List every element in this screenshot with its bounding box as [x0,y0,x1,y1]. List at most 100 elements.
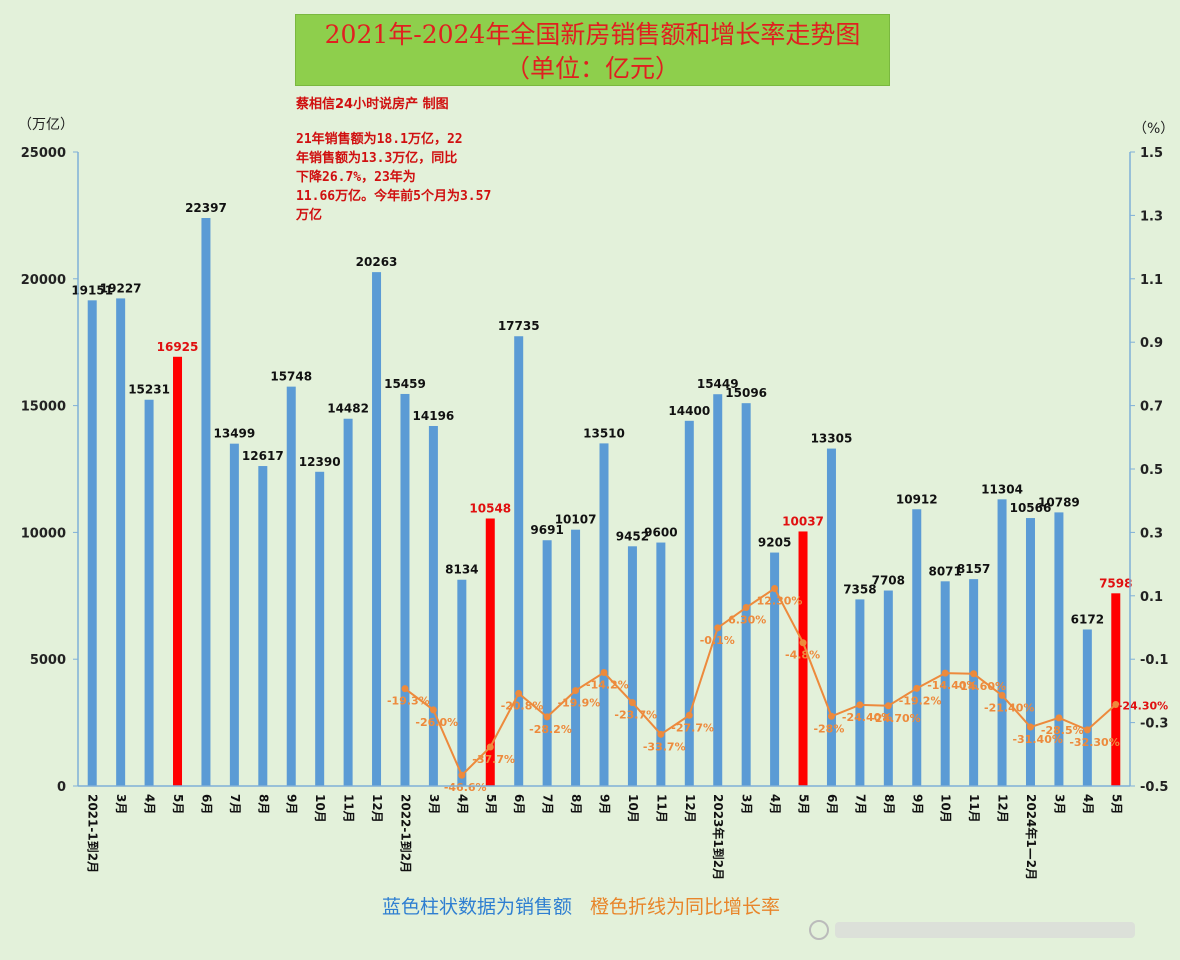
bar [855,599,865,786]
bar-value-label: 8071 [928,564,961,578]
growth-rate-point [1112,701,1120,709]
bar [1025,518,1035,786]
bar-value-label: 20263 [356,255,398,269]
bar-value-label: 13305 [811,432,853,446]
bar [258,466,268,786]
bar [571,529,581,786]
growth-rate-label: -19.3% [387,695,430,708]
bar-value-label: 10912 [896,492,938,506]
growth-rate-label: -37.7% [472,753,515,766]
bar-value-label: 10037 [782,514,824,528]
x-tick-label: 5月 [797,794,811,814]
growth-rate-point [827,712,835,720]
x-tick-label: 11月 [654,794,668,823]
growth-rate-label: -27.7% [671,721,714,734]
growth-rate-point [429,706,437,714]
x-tick-label: 12月 [996,794,1010,823]
left-tick-label: 5000 [30,653,66,668]
bar-value-label: 14400 [668,404,710,418]
right-tick-label: -0.5 [1140,780,1168,795]
right-tick-label: -0.1 [1140,653,1168,668]
chart-caption: 蓝色柱状数据为销售额 橙色折线为同比增长率 [382,892,780,919]
growth-rate-point [515,689,523,697]
growth-rate-point [998,691,1006,699]
left-axis-label: （万亿） [18,117,74,133]
bar [770,552,780,786]
x-tick-label: 5月 [484,794,498,814]
right-tick-label: 0.9 [1140,336,1163,351]
bar-value-label: 14196 [413,409,455,423]
x-tick-label: 2021-1到2月 [86,794,101,873]
x-tick-label: 9月 [598,794,612,814]
right-tick-label: -0.3 [1140,717,1168,732]
left-tick-label: 20000 [21,273,66,288]
x-tick-label: 12月 [683,794,697,823]
growth-rate-label: -28.5% [1041,724,1084,737]
growth-rate-point [1055,714,1063,722]
bar [627,546,637,786]
bar [741,403,751,786]
growth-rate-point [628,699,636,707]
growth-rate-label: -33.7% [643,740,686,753]
bar-value-label: 16925 [157,340,199,354]
x-tick-label: 2024年1—2月 [1024,794,1039,880]
bar-value-label: 15748 [270,370,312,384]
right-tick-label: 0.1 [1140,590,1163,605]
growth-rate-point [657,730,665,738]
bar [684,420,694,786]
bar [87,300,97,786]
growth-rate-point [742,604,750,612]
x-tick-label: 10月 [939,794,953,823]
credit-text: 蔡相信24小时说房产 制图 [296,97,449,112]
right-tick-label: 1.1 [1140,273,1163,288]
bar-value-label: 14482 [327,402,369,416]
growth-rate-label: -14.40% [927,679,977,692]
x-tick-label: 8月 [256,794,270,814]
bar [116,298,126,786]
x-tick-label: 2022-1到2月 [398,794,413,873]
x-tick-label: 4月 [1081,794,1095,814]
x-tick-label: 11月 [342,794,356,823]
x-tick-label: 7月 [853,794,867,814]
growth-rate-label: -46.6% [444,781,487,794]
left-tick-label: 10000 [21,526,66,541]
bar [343,418,353,786]
growth-rate-label: -19.9% [558,697,601,710]
bar-value-label: 22397 [185,201,227,215]
x-tick-label: 4月 [143,794,157,814]
right-tick-label: 0.3 [1140,526,1163,541]
left-tick-label: 25000 [21,146,66,161]
bar-value-label: 15459 [384,377,426,391]
bar-value-label: 7708 [872,574,905,588]
bar-value-label: 10789 [1038,495,1080,509]
bar-value-label: 10548 [469,502,511,516]
growth-rate-label: 12.30% [757,595,803,608]
right-tick-label: 0.5 [1140,463,1163,478]
bar [656,542,666,786]
right-tick-label: 0.7 [1140,400,1163,415]
growth-rate-point [1026,723,1034,731]
bar-value-label: 19151 [71,283,113,297]
growth-rate-label: -20.8% [501,699,544,712]
chart-title-box: 2021年-2024年全国新房销售额和增长率走势图 （单位：亿元） [295,14,890,86]
growth-rate-point [884,702,892,710]
x-tick-label: 5月 [171,794,185,814]
growth-rate-label: -24.70% [870,712,920,725]
x-tick-label: 11月 [967,794,981,823]
bar-value-label: 19227 [100,281,142,295]
growth-rate-label: -28% [813,722,844,735]
bar [485,518,495,786]
growth-rate-point [458,771,466,779]
annotation-note: 21年销售额为18.1万亿，22 年销售额为13.3万亿，同比 下降26.7%，… [296,132,492,223]
bar-value-label: 13510 [583,426,625,440]
bar-value-label: 15231 [128,383,170,397]
x-tick-label: 3月 [114,794,128,814]
growth-rate-point [714,624,722,632]
bar-value-label: 9205 [758,536,791,550]
growth-rate-label: -31.40% [1012,733,1062,746]
bar [514,336,524,786]
bar-value-label: 7358 [843,582,876,596]
bar-value-label: 6172 [1071,612,1104,626]
left-tick-label: 0 [57,780,66,795]
